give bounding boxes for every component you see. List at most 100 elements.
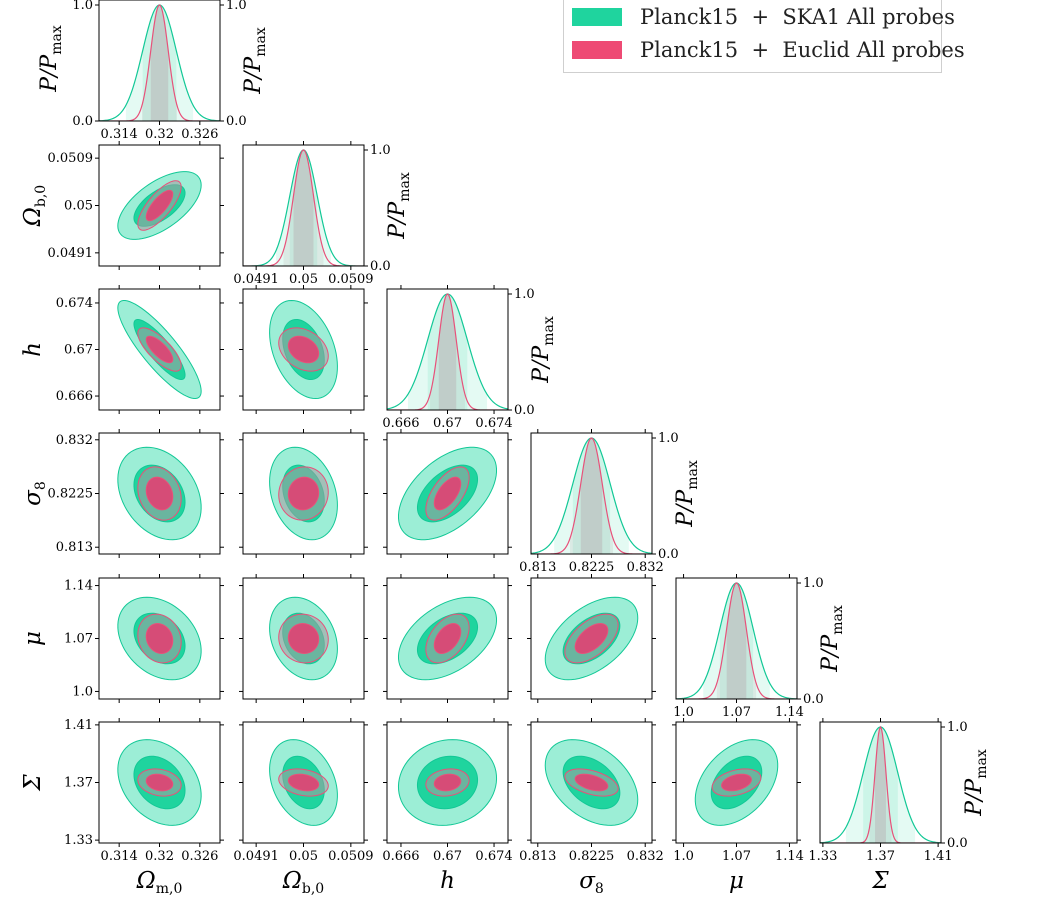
legend-entry-euclid: Planck15 + Euclid All probes [572,37,965,63]
band-1sigma-euclid [150,5,169,121]
x-tick-label: 0.0491 [233,272,279,287]
band-1sigma-euclid [726,583,747,699]
panel-mu-omega-b0 [239,574,368,703]
y-tick-label: 0.0 [514,403,535,418]
x-axis-symbol: Σ [871,868,889,894]
row-ylabel: P/Pmax [37,25,65,93]
x-axis-label-h: h [440,868,455,894]
y-tick-label: 1.0 [72,684,93,699]
y-tick-label: 0.0 [658,547,679,562]
band-2sigma-ska1 [407,294,488,410]
contour-1sigma-euclid [287,623,320,654]
posterior-curve-euclid [99,4,220,121]
panel-content [397,446,498,541]
legend-swatch-ska1 [572,8,622,26]
panel-content [397,596,498,681]
x-tick-label: 0.666 [382,849,419,864]
panel-h-omega-b0 [239,285,368,414]
diag-ylabel-main: P/P [962,778,987,817]
y-tick-label-left: 0.0 [72,114,93,129]
diag-ylabel: P/Pmax [385,172,413,240]
diag-ylabel-main: P/P [529,345,554,384]
diag-ylabel-main: P/P [241,56,266,95]
x-axis-label-capsigma: Σ [871,868,889,894]
panel-content [397,739,498,826]
panel-content [269,739,338,826]
x-tick-label: 0.67 [433,416,462,431]
band-2sigma-ska1 [276,150,331,266]
diag-ylabel-main: P/P [818,634,843,673]
y-tick-label: 0.832 [56,433,93,448]
diag-ylabel-sub: max [830,605,846,635]
y-tick-label: 0.0491 [48,246,94,261]
x-tick-label: 0.67 [433,849,462,864]
diag-ylabel-sub: max [974,749,990,779]
contour-1sigma-euclid [433,476,462,511]
band-2sigma-ska1 [125,5,194,121]
panel-content [269,446,338,541]
row-ylabel-sub: max [49,25,65,55]
y-axis-label-capsigma: Σ [20,774,46,792]
y-axis-symbol: μ [20,631,46,646]
x-tick-label: 1.33 [808,849,837,864]
band-2sigma-ska1 [845,727,916,843]
y-tick-label: 0.0509 [48,151,94,166]
diag-ylabel-sub: max [685,460,701,490]
y-tick-label: 0.8225 [48,487,94,502]
panel-content [387,293,508,410]
x-tick-label: 0.314 [101,849,138,864]
contour-1sigma-euclid [145,623,174,654]
band-2sigma-euclid [570,438,613,554]
contour-1sigma-euclid [721,773,752,792]
row-ylabel-main: P/P [37,54,62,93]
band-2sigma-euclid [869,727,892,843]
x-axis-sub: 8 [595,881,604,897]
posterior-curve-euclid [820,725,941,843]
band-1sigma-euclid [438,294,457,410]
x-axis-symbol: μ [729,868,744,894]
x-tick-label: 1.0 [673,849,694,864]
y-tick-label: 1.07 [64,632,93,647]
panel-capsigma-omega-m0: 0.314 0.32 0.326 1.33 1.37 1.41 Σ Ωm,0 [20,718,224,897]
y-axis-label-sigma-8: σ8 [20,481,49,506]
panel-content [243,149,364,266]
panel-capsigma-sigma-8: 0.813 0.8225 0.832 σ8 [519,718,664,897]
contour-1sigma-euclid [287,476,320,511]
diag-ylabel: P/Pmax [673,460,701,528]
diag-ylabel-main: P/P [385,201,410,240]
y-axis-label-mu: μ [20,631,46,646]
panel-content [269,596,338,681]
panel-content [820,725,941,843]
legend-entry-ska1: Planck15 + SKA1 All probes [572,4,955,30]
x-tick-label: 0.05 [289,272,318,287]
band-1sigma-ska1 [572,438,611,554]
x-tick-label: 0.674 [475,416,512,431]
x-tick-label: 1.0 [673,705,694,720]
band-2sigma-euclid [430,294,465,410]
posterior-curve-euclid [387,293,508,410]
y-axis-sub: 8 [33,481,49,490]
x-tick-label: 1.07 [722,705,751,720]
contour-1sigma-euclid [433,623,462,654]
x-tick-label: 0.832 [627,560,664,575]
legend: Planck15 + SKA1 All probes Planck15 + Eu… [563,0,965,73]
panel-sigma-8-omega-m0: 0.813 0.8225 0.832 σ8 [20,429,224,558]
y-tick-label: 1.0 [803,576,824,591]
y-tick-label: 0.0 [803,692,824,707]
band-1sigma-ska1 [719,583,754,699]
panel-content [544,739,639,826]
x-axis-label-omega-b0: Ωb,0 [282,868,324,897]
y-tick-label: 1.0 [370,143,391,158]
x-tick-label: 0.314 [101,127,138,142]
panel-content [531,437,652,554]
band-2sigma-ska1 [554,438,629,554]
x-axis-label-mu: μ [729,868,744,894]
y-axis-symbol: Ω [20,207,46,227]
diag-ylabel-main: P/P [673,489,698,528]
x-tick-label: 0.674 [475,849,512,864]
diag-ylabel: P/Pmax [529,316,557,384]
y-tick-label: 0.0 [947,836,968,851]
